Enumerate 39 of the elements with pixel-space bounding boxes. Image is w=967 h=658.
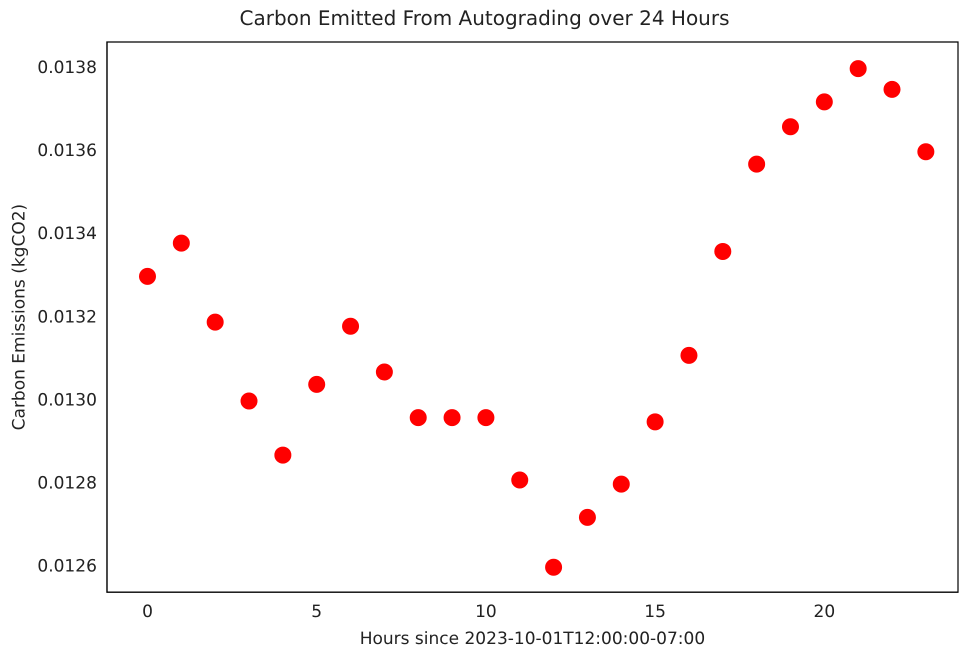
point (917, 143, 934, 160)
x-tick-label: 10 (475, 602, 497, 622)
point (376, 363, 393, 380)
point (342, 318, 360, 335)
x-tick-label: 20 (814, 602, 836, 622)
point (612, 476, 630, 493)
point (410, 409, 427, 426)
point (884, 80, 901, 98)
point (511, 472, 528, 488)
y-tick-label: 0.0138 (37, 58, 97, 78)
point (477, 409, 494, 426)
y-tick-label: 0.0126 (37, 556, 97, 577)
point (240, 392, 258, 410)
point (444, 409, 461, 426)
point (782, 118, 799, 136)
y-axis-title: Carbon Emissions (kgCO2) (10, 204, 30, 430)
point (646, 413, 664, 430)
y-tick-label: 0.0134 (37, 224, 97, 244)
point (578, 508, 596, 526)
y-tick-label: 0.0128 (37, 474, 97, 494)
chart-title: Carbon Emitted From Autograding over 24 Hours (240, 6, 730, 30)
point (274, 446, 292, 464)
x-axis-title: Hours since 2023-10-01T12:00:00-07:00 (360, 629, 706, 650)
point (816, 93, 833, 110)
point (680, 346, 698, 364)
x-tick-label: 5 (311, 602, 322, 622)
y-tick-label: 0.0136 (37, 141, 97, 162)
x-tick-label: 15 (644, 602, 666, 622)
point (850, 60, 867, 78)
y-tick-label: 0.0132 (37, 307, 97, 328)
point (714, 242, 732, 260)
point (172, 234, 190, 252)
point (206, 314, 224, 331)
point (308, 376, 326, 393)
y-tick-label: 0.0130 (37, 390, 97, 410)
point (138, 268, 156, 285)
x-tick-label: 0 (142, 602, 153, 622)
point (748, 156, 766, 173)
point (545, 558, 562, 576)
